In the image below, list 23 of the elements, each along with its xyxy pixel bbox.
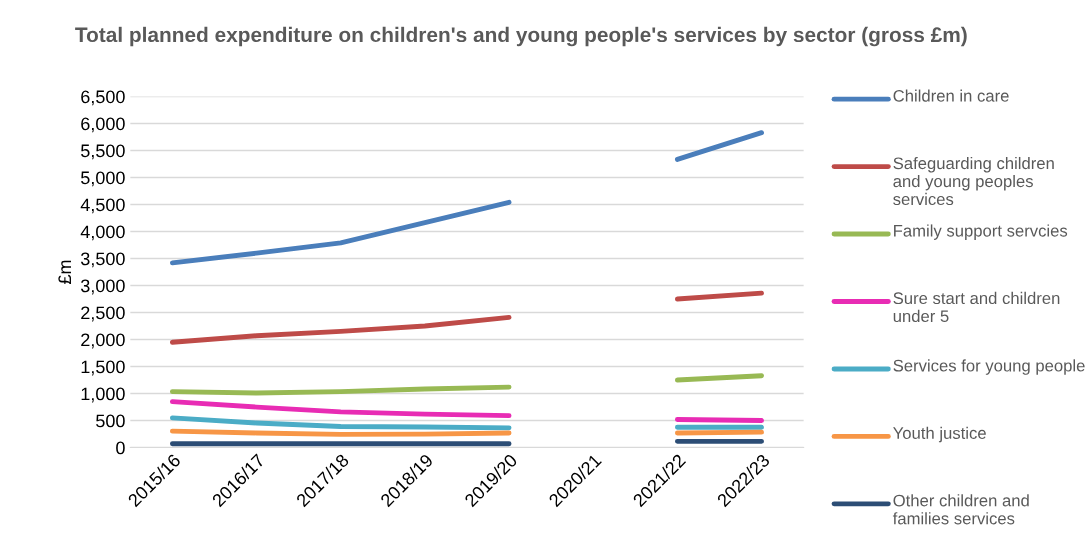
legend-label: Services for young people bbox=[893, 359, 1085, 375]
y-tick-label: 6,000 bbox=[81, 117, 125, 133]
legend-label: Other children and families services bbox=[892, 494, 1029, 525]
y-tick-label: 3,000 bbox=[80, 279, 125, 295]
y-tick-label: 6,500 bbox=[81, 90, 125, 106]
legend-label: Sure start and children under 5 bbox=[893, 291, 1060, 323]
y-tick-label: 1,000 bbox=[81, 387, 125, 403]
y-tick-label: 5,500 bbox=[81, 144, 125, 160]
y-tick-label: 4,500 bbox=[80, 198, 125, 214]
y-tick-label: 4,000 bbox=[80, 225, 125, 241]
y-tick-label: 3,500 bbox=[80, 252, 125, 268]
legend-label: Family support servcies bbox=[894, 224, 1068, 240]
y-tick-label: 2,000 bbox=[81, 333, 125, 349]
y-tick-label: 1,500 bbox=[81, 360, 125, 376]
y-axis-title: £m bbox=[58, 260, 71, 285]
legend-label: Safeguarding children and young peoples services bbox=[893, 156, 1054, 206]
legend-label: Youth justice bbox=[893, 426, 986, 443]
y-tick-label: 500 bbox=[96, 414, 125, 428]
chart-title: Total planned expenditure on children's and young people's services by sector (gross £m) bbox=[75, 26, 967, 47]
y-tick-label: 2,500 bbox=[81, 306, 125, 322]
legend-label: Children in care bbox=[893, 89, 1009, 102]
y-tick-label: 5,000 bbox=[81, 171, 125, 187]
y-tick-label: 0 bbox=[116, 441, 125, 455]
